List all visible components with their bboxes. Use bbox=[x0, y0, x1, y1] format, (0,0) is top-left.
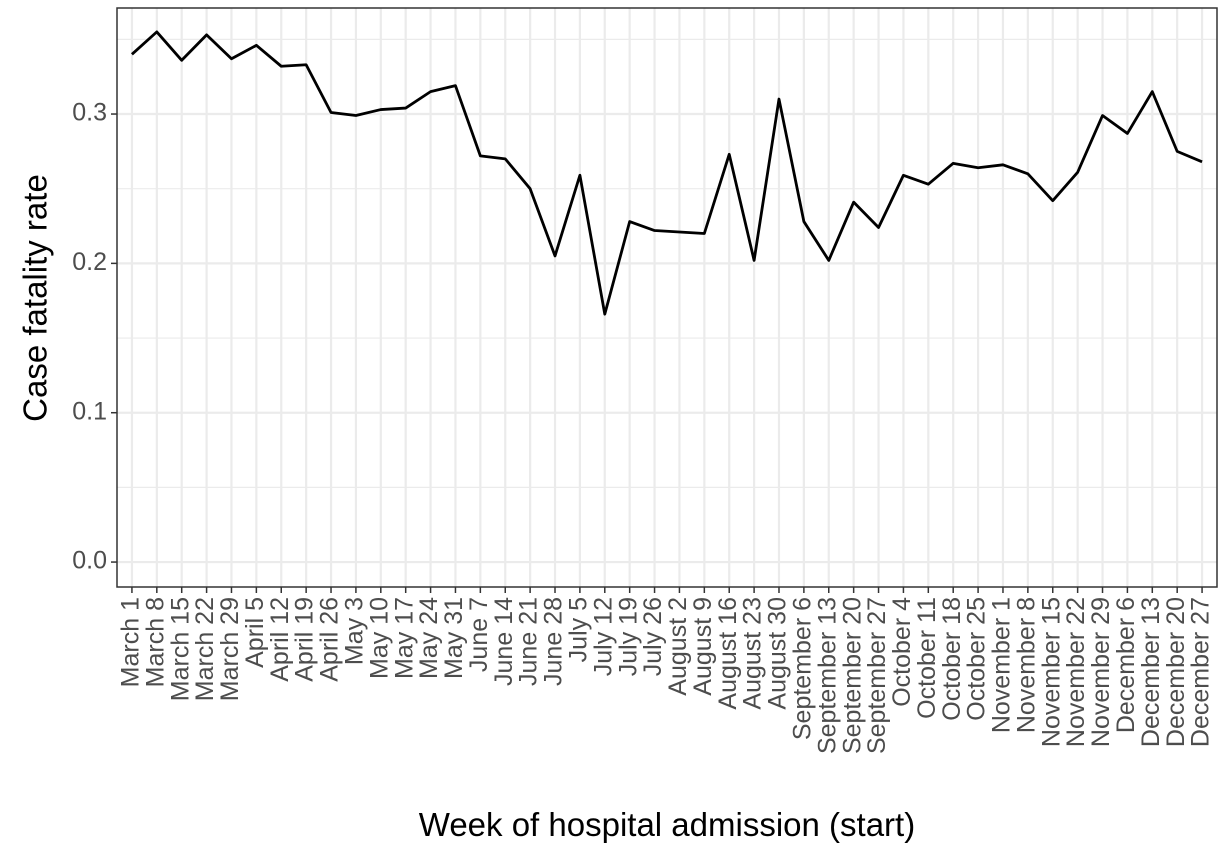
x-tick-label: July 5 bbox=[565, 597, 593, 662]
x-tick-label: June 21 bbox=[515, 597, 543, 686]
x-tick-label: May 3 bbox=[341, 597, 369, 665]
x-tick-label: October 4 bbox=[888, 597, 916, 707]
x-tick-label: April 12 bbox=[266, 597, 294, 682]
y-axis-title: Case fatality rate bbox=[17, 174, 54, 422]
x-tick-label: December 27 bbox=[1187, 597, 1215, 747]
x-tick-label: July 19 bbox=[614, 597, 642, 676]
y-tick-label: 0.3 bbox=[72, 99, 107, 127]
x-tick-label: August 16 bbox=[714, 597, 742, 710]
panel-border bbox=[116, 7, 1218, 588]
x-tick-label: September 13 bbox=[813, 597, 841, 754]
x-tick-label: November 29 bbox=[1087, 597, 1115, 747]
y-tick-label: 0.1 bbox=[72, 397, 107, 425]
x-tick-label: October 25 bbox=[963, 597, 991, 721]
x-tick-label: March 22 bbox=[191, 597, 219, 701]
x-tick-label: April 26 bbox=[316, 597, 344, 682]
x-tick-label: December 13 bbox=[1137, 597, 1165, 747]
x-tick-label: September 20 bbox=[838, 597, 866, 754]
x-tick-label: April 5 bbox=[241, 597, 269, 668]
x-tick-label: October 11 bbox=[913, 597, 941, 719]
x-tick-label: March 29 bbox=[216, 597, 244, 701]
x-tick-label: July 26 bbox=[639, 597, 667, 676]
x-tick-label: May 31 bbox=[440, 597, 468, 679]
x-tick-label: April 19 bbox=[291, 597, 319, 682]
x-tick-label: March 1 bbox=[117, 597, 145, 687]
x-tick-label: May 24 bbox=[415, 597, 443, 679]
y-tick-label: 0.0 bbox=[72, 547, 107, 575]
x-tick-label: November 22 bbox=[1062, 597, 1090, 747]
x-tick-label: August 2 bbox=[664, 597, 692, 696]
x-tick-label: March 8 bbox=[141, 597, 169, 687]
plot-background bbox=[117, 8, 1217, 587]
x-tick-label: November 1 bbox=[988, 597, 1016, 733]
x-tick-label: March 15 bbox=[166, 597, 194, 701]
y-tick-label: 0.2 bbox=[72, 248, 107, 276]
x-tick-label: June 14 bbox=[490, 597, 518, 686]
x-tick-label: August 30 bbox=[764, 597, 792, 710]
x-tick-label: September 6 bbox=[788, 597, 816, 740]
x-tick-label: August 9 bbox=[689, 597, 717, 696]
x-tick-label: July 12 bbox=[589, 597, 617, 676]
x-tick-label: October 18 bbox=[938, 597, 966, 721]
x-tick-label: May 10 bbox=[365, 597, 393, 679]
x-tick-label: September 27 bbox=[863, 597, 891, 754]
x-axis-title: Week of hospital admission (start) bbox=[419, 806, 915, 843]
x-tick-label: June 7 bbox=[465, 597, 493, 672]
x-tick-label: May 17 bbox=[390, 597, 418, 679]
x-tick-label: June 28 bbox=[540, 597, 568, 686]
x-tick-label: December 20 bbox=[1162, 597, 1190, 747]
x-tick-label: November 8 bbox=[1012, 597, 1040, 733]
x-tick-label: December 6 bbox=[1112, 597, 1140, 733]
x-tick-label: August 23 bbox=[739, 597, 767, 710]
x-tick-label: November 15 bbox=[1037, 597, 1065, 747]
data-line bbox=[130, 30, 1203, 316]
